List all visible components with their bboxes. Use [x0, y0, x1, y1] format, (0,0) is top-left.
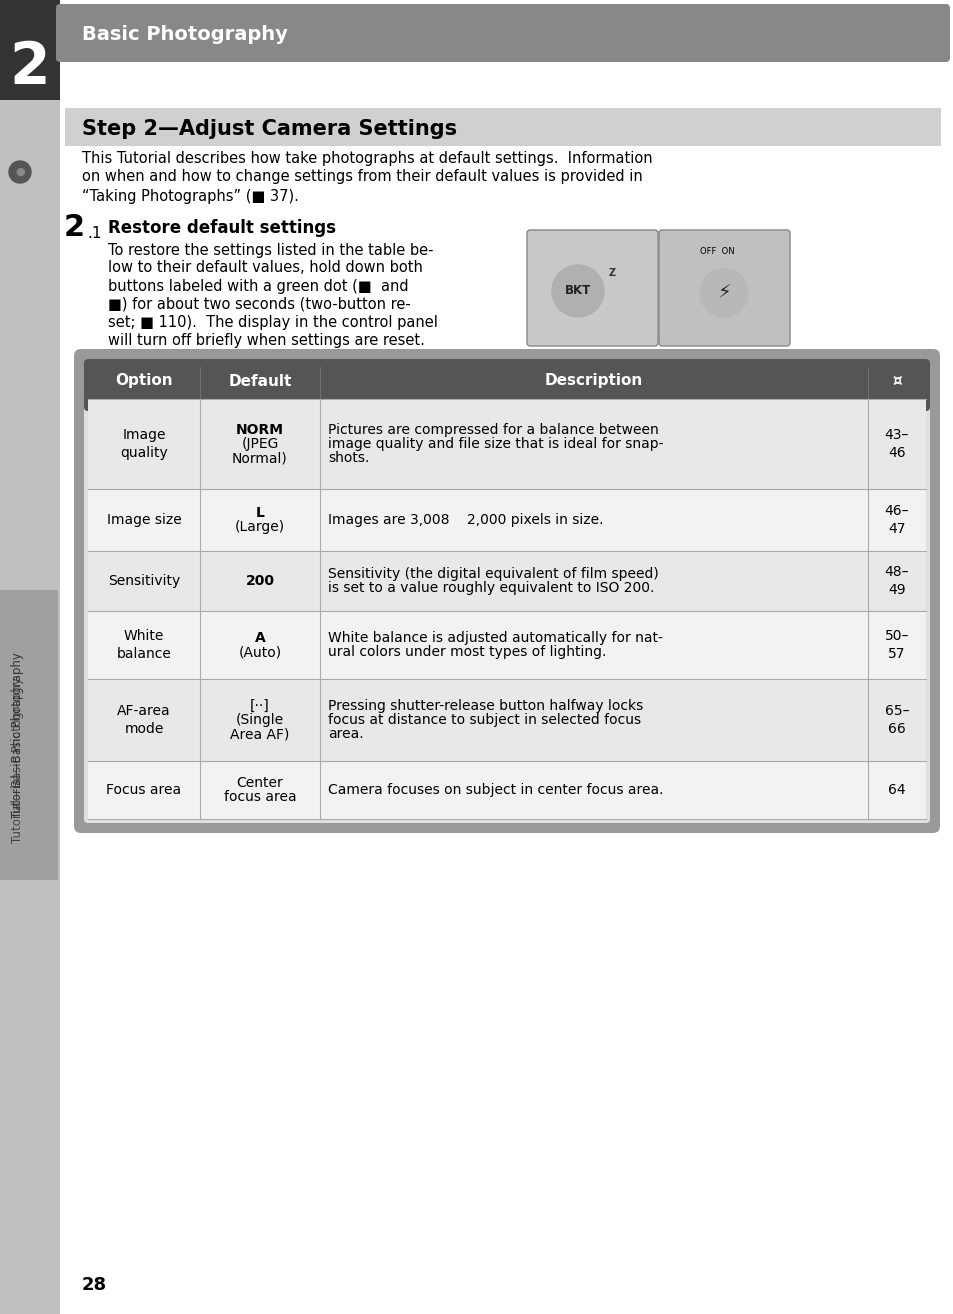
Text: Default: Default — [228, 373, 292, 389]
Circle shape — [552, 265, 603, 317]
Text: low to their default values, hold down both: low to their default values, hold down b… — [108, 260, 422, 276]
Text: shots.: shots. — [328, 451, 369, 465]
Text: Description: Description — [544, 373, 642, 389]
Text: focus area: focus area — [223, 790, 296, 804]
Text: 64: 64 — [887, 783, 904, 798]
Text: Step 2—Adjust Camera Settings: Step 2—Adjust Camera Settings — [82, 120, 456, 139]
Bar — [88, 611, 925, 679]
Text: (Single: (Single — [235, 714, 284, 727]
Text: Center: Center — [236, 777, 283, 790]
Text: image quality and file size that is ideal for snap-: image quality and file size that is idea… — [328, 438, 662, 451]
Text: AF-area
mode: AF-area mode — [117, 704, 171, 736]
Text: Restore default settings: Restore default settings — [108, 219, 335, 237]
Text: ●: ● — [15, 167, 25, 177]
Text: will turn off briefly when settings are reset.: will turn off briefly when settings are … — [108, 332, 424, 347]
Text: Sensitivity (the digital equivalent of film speed): Sensitivity (the digital equivalent of f… — [328, 568, 659, 581]
Text: 28: 28 — [82, 1276, 107, 1294]
Bar — [88, 551, 925, 611]
Bar — [88, 761, 925, 819]
Text: area.: area. — [328, 727, 363, 741]
Text: 46–
47: 46– 47 — [883, 503, 908, 536]
Text: Option: Option — [115, 373, 172, 389]
Text: is set to a value roughly equivalent to ISO 200.: is set to a value roughly equivalent to … — [328, 581, 654, 595]
Text: Tutorial—Basic Photography: Tutorial—Basic Photography — [11, 677, 25, 844]
Text: Basic Photography: Basic Photography — [82, 25, 288, 45]
Text: Sensitivity: Sensitivity — [108, 574, 180, 587]
Text: BKT: BKT — [564, 285, 591, 297]
FancyBboxPatch shape — [526, 230, 658, 346]
Text: Pictures are compressed for a balance between: Pictures are compressed for a balance be… — [328, 423, 659, 438]
Text: This Tutorial describes how take photographs at default settings.  Information: This Tutorial describes how take photogr… — [82, 151, 652, 166]
Text: set; ■ 110).  The display in the control panel: set; ■ 110). The display in the control … — [108, 314, 437, 330]
FancyBboxPatch shape — [84, 359, 929, 823]
Text: ¤: ¤ — [891, 373, 901, 389]
Text: (JPEG: (JPEG — [241, 438, 278, 451]
Text: 2: 2 — [10, 39, 51, 96]
Text: Pressing shutter-release button halfway locks: Pressing shutter-release button halfway … — [328, 699, 642, 714]
Bar — [0, 0, 60, 1314]
Text: Image size: Image size — [107, 512, 181, 527]
Text: buttons labeled with a green dot (■  and: buttons labeled with a green dot (■ and — [108, 279, 408, 293]
Text: 65–
66: 65– 66 — [883, 704, 908, 736]
Text: Image
quality: Image quality — [120, 428, 168, 460]
Bar — [0, 0, 60, 100]
FancyBboxPatch shape — [56, 4, 949, 62]
Text: ■) for about two seconds (two-button re-: ■) for about two seconds (two-button re- — [108, 297, 411, 311]
Text: ⚡: ⚡ — [717, 284, 730, 302]
Text: 200: 200 — [245, 574, 274, 587]
Circle shape — [9, 162, 30, 183]
Bar — [88, 381, 925, 401]
Bar — [88, 679, 925, 761]
Text: L: L — [255, 506, 264, 520]
Text: on when and how to change settings from their default values is provided in: on when and how to change settings from … — [82, 170, 642, 184]
Text: Area AF): Area AF) — [230, 727, 290, 741]
Text: Images are 3,008    2,000 pixels in size.: Images are 3,008 2,000 pixels in size. — [328, 512, 603, 527]
Text: 48–
49: 48– 49 — [883, 565, 908, 597]
Text: White balance is adjusted automatically for nat-: White balance is adjusted automatically … — [328, 631, 662, 645]
Text: Focus area: Focus area — [107, 783, 181, 798]
FancyBboxPatch shape — [659, 230, 789, 346]
Bar — [65, 108, 940, 146]
Text: Tutorial—Basic Photography: Tutorial—Basic Photography — [11, 652, 25, 817]
Text: focus at distance to subject in selected focus: focus at distance to subject in selected… — [328, 714, 640, 727]
Text: To restore the settings listed in the table be-: To restore the settings listed in the ta… — [108, 243, 433, 258]
Text: Z: Z — [608, 268, 615, 279]
Text: ural colors under most types of lighting.: ural colors under most types of lighting… — [328, 645, 606, 660]
Text: Camera focuses on subject in center focus area.: Camera focuses on subject in center focu… — [328, 783, 662, 798]
Text: [··]: [··] — [250, 699, 270, 714]
Text: (Large): (Large) — [234, 520, 285, 533]
Text: “Taking Photographs” (■ 37).: “Taking Photographs” (■ 37). — [82, 188, 298, 204]
Bar — [88, 399, 925, 489]
Text: A: A — [254, 631, 265, 645]
Text: White
balance: White balance — [116, 629, 172, 661]
Bar — [0, 590, 58, 880]
Bar — [88, 489, 925, 551]
Text: OFF  ON: OFF ON — [699, 247, 734, 255]
Text: (Auto): (Auto) — [238, 645, 281, 660]
Text: 2: 2 — [63, 213, 85, 243]
FancyBboxPatch shape — [84, 359, 929, 411]
Text: NORM: NORM — [235, 423, 284, 438]
Text: Normal): Normal) — [232, 451, 288, 465]
Text: .1: .1 — [87, 226, 101, 240]
Circle shape — [700, 269, 747, 317]
Text: 50–
57: 50– 57 — [883, 629, 908, 661]
Text: 43–
46: 43– 46 — [883, 428, 908, 460]
FancyBboxPatch shape — [74, 350, 939, 833]
